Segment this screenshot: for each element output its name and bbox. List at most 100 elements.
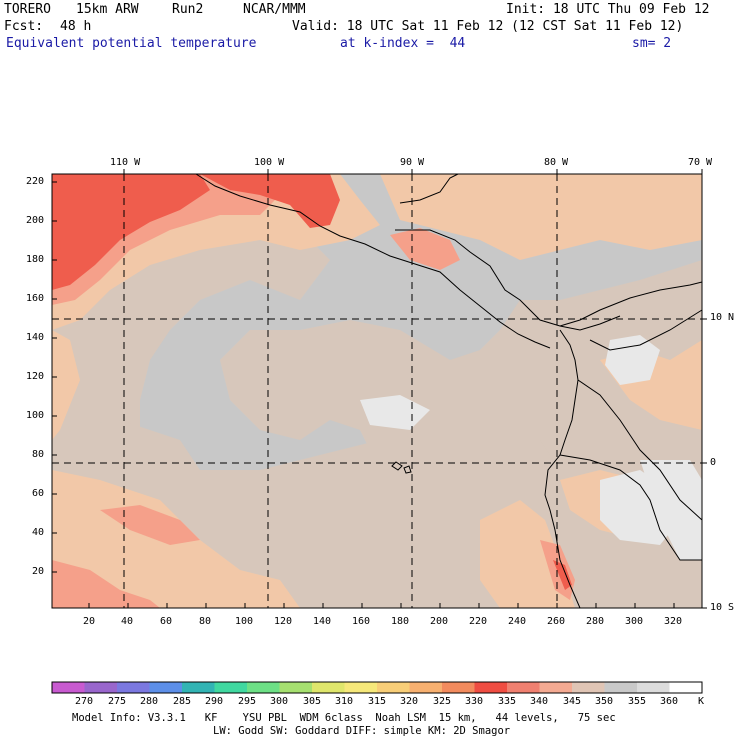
bottom-axis-label-200: 200: [430, 616, 449, 627]
colorbar-unit: K: [698, 696, 705, 707]
hot-region-band: [100, 505, 200, 545]
colorbar-label-280: 280: [139, 696, 159, 707]
graticule: [52, 174, 702, 608]
yucatan-coast: [399, 173, 459, 204]
left-axis-label-200: 200: [26, 215, 45, 226]
colorbar-label-275: 275: [107, 696, 127, 707]
colorbar-label-305: 305: [302, 696, 322, 707]
field-name: Equivalent potential temperature: [6, 36, 257, 51]
bottom-axis-label-100: 100: [235, 616, 254, 627]
forecast-hours: 48 h: [60, 19, 92, 34]
centralamerica-border: [395, 229, 621, 331]
colorbar-swatch: [669, 682, 703, 693]
left-axis-label-40: 40: [32, 527, 45, 538]
top-axis-label-100w: 100 W: [254, 157, 285, 168]
bottom-axis-label-280: 280: [586, 616, 605, 627]
model-info: Model Info: V3.3.1 KF YSU PBL WDM 6class…: [72, 712, 616, 724]
bottom-axis-label-120: 120: [274, 616, 293, 627]
coastlines: [195, 173, 703, 609]
colorbar-label-300: 300: [269, 696, 289, 707]
colorbar-swatch: [182, 682, 215, 693]
colorbar-swatch: [279, 682, 313, 693]
axis-ticks: [52, 169, 707, 609]
colorbar-label-295: 295: [237, 696, 257, 707]
colorbar-swatch: [52, 682, 85, 693]
model-organization: NCAR/MMM: [243, 2, 306, 17]
cold-patch-east: [640, 460, 702, 560]
colorbar-swatch: [214, 682, 248, 693]
colorbar-label-285: 285: [172, 696, 192, 707]
model-run: Run2: [172, 2, 204, 17]
physics-info: LW: Godd SW: Goddard DIFF: simple KM: 2D…: [213, 725, 511, 737]
colorbar-label-270: 270: [74, 696, 94, 707]
bottom-axis-label-260: 260: [547, 616, 566, 627]
bottom-axis-label-160: 160: [352, 616, 371, 627]
colorbar-swatch: [247, 682, 280, 693]
colorbar-swatch: [312, 682, 345, 693]
bottom-axis-label-220: 220: [469, 616, 488, 627]
theta-e-field: [52, 174, 702, 608]
hot-region-southwest: [52, 560, 160, 608]
left-axis-label-120: 120: [26, 371, 45, 382]
left-axis-label-140: 140: [26, 332, 45, 343]
colorbar-swatch: [507, 682, 540, 693]
colorbar-swatch: [149, 682, 183, 693]
colorbar-label-330: 330: [464, 696, 484, 707]
hottest-region-mexico: [200, 174, 340, 228]
caribbean-coast: [559, 281, 703, 327]
level-index: at k-index = 44: [340, 36, 466, 51]
warm-region-northeast: [380, 174, 702, 260]
mexico-coast: [195, 173, 551, 349]
colorbar-swatch: [637, 682, 670, 693]
colorbar-label-325: 325: [432, 696, 452, 707]
left-axis-label-100: 100: [26, 410, 45, 421]
colorbar-swatch: [572, 682, 605, 693]
southamerica-borders: [559, 309, 703, 561]
warm-region-westedge: [52, 330, 80, 440]
colorbar-frame: [51, 681, 703, 694]
colorbar-swatch: [344, 682, 378, 693]
hottest-region-peru: [553, 560, 572, 590]
colorbar-swatch: [474, 682, 508, 693]
model-name: TORERO: [4, 2, 51, 17]
bottom-axis-label-20: 20: [83, 616, 96, 627]
init-time: Init: 18 UTC Thu 09 Feb 12: [506, 2, 710, 17]
colorbar-label-310: 310: [334, 696, 354, 707]
top-axis-label-80w: 80 W: [544, 157, 569, 168]
smoothing-value: sm= 2: [632, 36, 672, 51]
hot-region-centralamerica: [390, 228, 460, 270]
bottom-axis-label-300: 300: [625, 616, 644, 627]
left-axis-label-220: 220: [26, 176, 45, 187]
left-axis-label-160: 160: [26, 293, 45, 304]
model-resolution: 15km ARW: [76, 2, 139, 17]
colorbar-label-355: 355: [627, 696, 647, 707]
bottom-axis-label-60: 60: [160, 616, 173, 627]
colorbar-label-350: 350: [594, 696, 614, 707]
bottom-axis-label-320: 320: [664, 616, 683, 627]
colorbar-swatch: [84, 682, 118, 693]
bottom-axis-label-180: 180: [391, 616, 410, 627]
colorbar-label-335: 335: [497, 696, 517, 707]
colorbar-label-345: 345: [562, 696, 582, 707]
left-axis-label-60: 60: [32, 488, 45, 499]
colorbar-swatch: [377, 682, 410, 693]
right-axis-label-10s: 10 S: [710, 602, 735, 613]
colorbar-swatch: [539, 682, 573, 693]
left-axis-label-20: 20: [32, 566, 45, 577]
colorbar: [52, 682, 703, 693]
forecast-label: Fcst:: [4, 19, 44, 34]
bottom-axis-label-80: 80: [199, 616, 212, 627]
bottom-axis-label-140: 140: [313, 616, 332, 627]
colorbar-label-290: 290: [204, 696, 224, 707]
colorbar-label-360: 360: [659, 696, 679, 707]
warm-region-peru: [480, 500, 575, 608]
left-axis-label-80: 80: [32, 449, 45, 460]
top-axis-label-70w: 70 W: [688, 157, 713, 168]
valid-time: Valid: 18 UTC Sat 11 Feb 12 (12 CST Sat …: [292, 19, 684, 34]
hottest-region-northwest: [52, 174, 210, 290]
right-axis-label-10n: 10 N: [710, 312, 735, 323]
bottom-axis-label-40: 40: [121, 616, 134, 627]
cold-patch-colombia: [605, 335, 660, 385]
colorbar-label-315: 315: [367, 696, 387, 707]
